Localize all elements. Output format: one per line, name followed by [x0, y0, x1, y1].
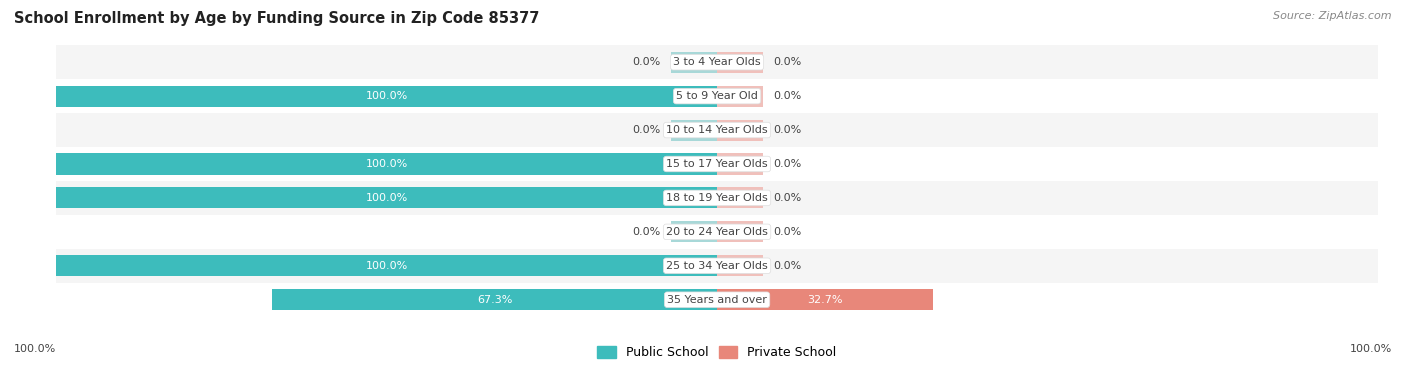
- Bar: [56, 187, 717, 208]
- Bar: [717, 289, 934, 310]
- Text: Source: ZipAtlas.com: Source: ZipAtlas.com: [1274, 11, 1392, 21]
- Bar: [56, 215, 1378, 249]
- Text: 0.0%: 0.0%: [773, 227, 801, 237]
- Legend: Public School, Private School: Public School, Private School: [598, 346, 837, 359]
- Text: 0.0%: 0.0%: [633, 57, 661, 67]
- Bar: [717, 255, 763, 276]
- Bar: [717, 153, 763, 175]
- Bar: [671, 120, 717, 141]
- Text: 0.0%: 0.0%: [773, 125, 801, 135]
- Text: School Enrollment by Age by Funding Source in Zip Code 85377: School Enrollment by Age by Funding Sour…: [14, 11, 540, 26]
- Bar: [56, 86, 717, 107]
- Bar: [671, 221, 717, 242]
- Text: 0.0%: 0.0%: [773, 261, 801, 271]
- Bar: [717, 86, 763, 107]
- Text: 0.0%: 0.0%: [773, 159, 801, 169]
- Text: 15 to 17 Year Olds: 15 to 17 Year Olds: [666, 159, 768, 169]
- Text: 0.0%: 0.0%: [773, 57, 801, 67]
- Text: 100.0%: 100.0%: [366, 193, 408, 203]
- Bar: [56, 283, 1378, 317]
- Text: 35 Years and over: 35 Years and over: [666, 295, 768, 305]
- Text: 67.3%: 67.3%: [477, 295, 512, 305]
- Bar: [56, 45, 1378, 79]
- Bar: [717, 221, 763, 242]
- Bar: [717, 187, 763, 208]
- Text: 100.0%: 100.0%: [366, 261, 408, 271]
- Text: 100.0%: 100.0%: [366, 159, 408, 169]
- Bar: [56, 113, 1378, 147]
- Bar: [671, 52, 717, 73]
- Text: 3 to 4 Year Olds: 3 to 4 Year Olds: [673, 57, 761, 67]
- Bar: [717, 52, 763, 73]
- Text: 5 to 9 Year Old: 5 to 9 Year Old: [676, 91, 758, 101]
- Bar: [56, 147, 1378, 181]
- Text: 0.0%: 0.0%: [633, 227, 661, 237]
- Bar: [56, 255, 717, 276]
- Text: 32.7%: 32.7%: [807, 295, 842, 305]
- Text: 18 to 19 Year Olds: 18 to 19 Year Olds: [666, 193, 768, 203]
- Text: 100.0%: 100.0%: [14, 344, 56, 354]
- Text: 100.0%: 100.0%: [366, 91, 408, 101]
- Text: 100.0%: 100.0%: [1350, 344, 1392, 354]
- Bar: [56, 181, 1378, 215]
- Text: 10 to 14 Year Olds: 10 to 14 Year Olds: [666, 125, 768, 135]
- Text: 0.0%: 0.0%: [773, 193, 801, 203]
- Bar: [717, 120, 763, 141]
- Bar: [273, 289, 717, 310]
- Bar: [56, 79, 1378, 113]
- Text: 0.0%: 0.0%: [633, 125, 661, 135]
- Bar: [56, 249, 1378, 283]
- Bar: [56, 153, 717, 175]
- Text: 0.0%: 0.0%: [773, 91, 801, 101]
- Text: 20 to 24 Year Olds: 20 to 24 Year Olds: [666, 227, 768, 237]
- Text: 25 to 34 Year Olds: 25 to 34 Year Olds: [666, 261, 768, 271]
